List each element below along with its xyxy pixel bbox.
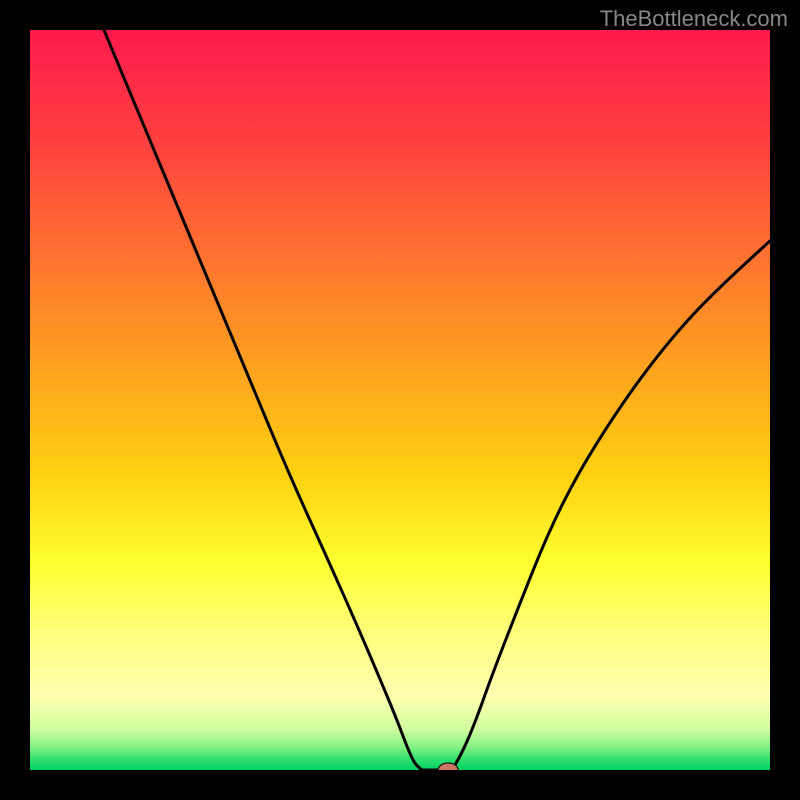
bottleneck-curve [30,30,770,770]
plot-area [30,30,770,770]
outer-frame [0,0,800,800]
watermark-text: TheBottleneck.com [600,6,788,32]
